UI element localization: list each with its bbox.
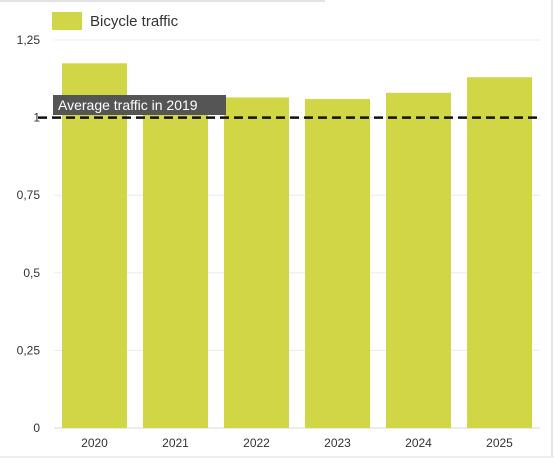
frame-right-border (551, 0, 553, 458)
bars (62, 63, 532, 429)
x-tick-label: 2022 (243, 436, 270, 450)
y-tick-label: 0,25 (17, 343, 41, 357)
x-tick-label: 2021 (162, 436, 189, 450)
bar (62, 63, 127, 428)
y-axis-ticks: 0 0,25 0,5 0,75 1 1,25 (17, 33, 41, 435)
x-tick-label: 2020 (81, 436, 108, 450)
y-tick-label: 1 (33, 111, 40, 125)
bar (143, 102, 208, 428)
bar (467, 77, 532, 429)
frame-top-border (0, 0, 325, 2)
bar (305, 98, 370, 428)
y-tick-label: 0 (33, 421, 40, 435)
x-axis-ticks: 2020 2021 2022 2023 2024 2025 (81, 436, 513, 450)
reference-line-label: Average traffic in 2019 (58, 97, 198, 113)
frame-bottom-border (0, 456, 554, 458)
x-tick-label: 2025 (486, 436, 513, 450)
reference-label-background (53, 95, 226, 115)
chart-legend[interactable]: Bicycle traffic (52, 12, 178, 30)
x-tick-label: 2024 (405, 436, 432, 450)
bar (224, 97, 289, 428)
y-tick-label: 0,5 (23, 266, 40, 280)
bar (386, 92, 451, 428)
legend-swatch (52, 12, 82, 30)
legend-label: Bicycle traffic (90, 12, 179, 30)
x-tick-label: 2023 (324, 436, 351, 450)
reference-line-group: Average traffic in 2019 (38, 95, 542, 119)
y-tick-label: 0,75 (17, 188, 41, 202)
y-tick-label: 1,25 (17, 33, 41, 47)
